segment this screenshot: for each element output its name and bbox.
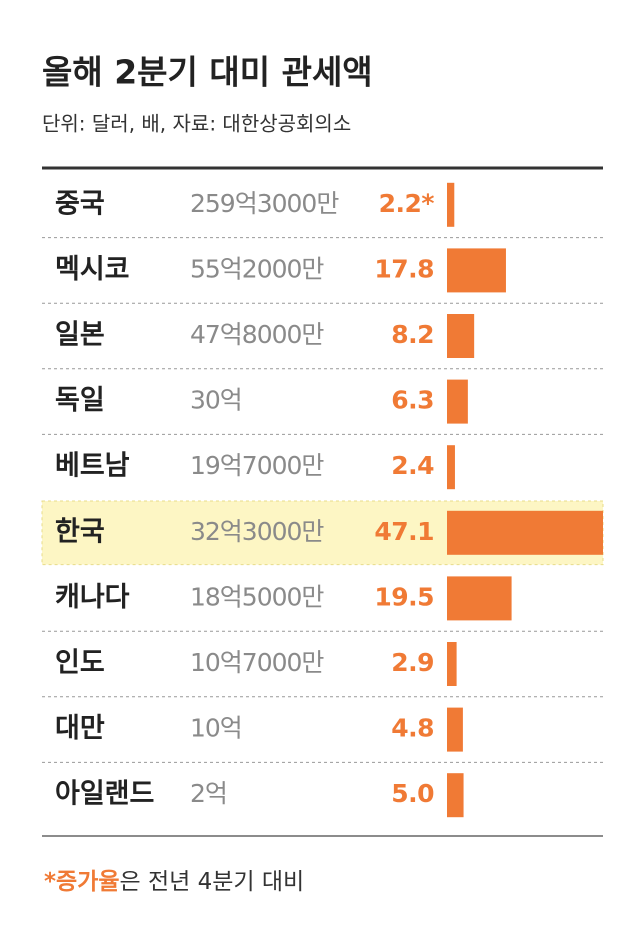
bar (447, 182, 455, 227)
footnote-marker: *증가율 (44, 869, 120, 895)
bar (447, 510, 603, 555)
footnote-text: 은 전년 4분기 대비 (120, 869, 305, 895)
amount-label: 10억 (190, 714, 242, 743)
amount-label: 10억7000만 (190, 648, 324, 677)
value-label: 8.2 (391, 320, 434, 349)
amount-label: 32억3000만 (190, 517, 324, 546)
category-label: 독일 (55, 385, 105, 416)
bar (447, 642, 457, 686)
value-label: 47.1 (374, 517, 434, 546)
category-label: 캐나다 (55, 582, 130, 613)
bar (447, 379, 468, 424)
bar (447, 773, 464, 818)
amount-label: 18억5000만 (190, 582, 324, 611)
category-label: 일본 (55, 320, 105, 351)
value-label: 19.5 (374, 582, 434, 611)
bar (447, 445, 455, 490)
category-label: 베트남 (55, 451, 130, 482)
bar (447, 707, 463, 752)
bar (447, 248, 506, 293)
category-label: 멕시코 (55, 254, 130, 285)
bar (447, 576, 512, 621)
chart-subtitle: 단위: 달러, 배, 자료: 대한상공회의소 (42, 112, 351, 136)
amount-label: 2억 (190, 779, 227, 808)
amount-label: 19억7000만 (190, 451, 324, 480)
bar (447, 314, 475, 358)
amount-label: 47억8000만 (190, 320, 324, 349)
value-label: 4.8 (391, 714, 434, 743)
value-label: 2.9 (391, 648, 434, 677)
amount-label: 55억2000만 (190, 254, 324, 283)
category-label: 인도 (55, 648, 105, 679)
amount-label: 259억3000만 (190, 189, 339, 218)
amount-label: 30억 (190, 386, 242, 415)
value-label: 5.0 (391, 779, 434, 808)
value-label: 2.4 (391, 451, 434, 480)
category-label: 중국 (55, 188, 105, 219)
value-label: 6.3 (391, 386, 434, 415)
value-label: 17.8 (374, 254, 434, 283)
category-label: 한국 (55, 516, 105, 547)
category-label: 대만 (55, 713, 105, 744)
footnote: *증가율은 전년 4분기 대비 (44, 869, 304, 895)
value-label: 2.2* (379, 189, 435, 218)
chart-title: 올해 2분기 대미 관세액 (42, 53, 373, 92)
category-label: 아일랜드 (55, 779, 154, 810)
